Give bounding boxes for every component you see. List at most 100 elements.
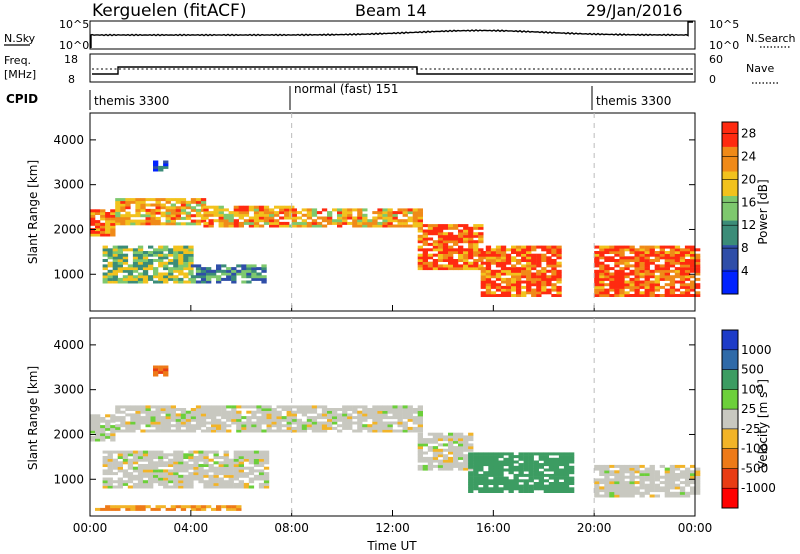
data-cell	[142, 466, 149, 470]
data-cell	[102, 469, 108, 473]
data-cell	[609, 464, 615, 468]
data-cell	[243, 211, 250, 215]
data-cell	[437, 459, 444, 463]
data-cell	[173, 256, 179, 260]
data-cell	[654, 486, 660, 490]
data-cell	[458, 438, 464, 442]
data-cell	[609, 486, 615, 490]
data-cell	[142, 256, 149, 260]
data-cell	[609, 478, 615, 482]
data-cell	[263, 485, 270, 489]
data-cell	[412, 408, 418, 411]
data-cell	[301, 421, 308, 425]
data-cell	[480, 294, 486, 297]
data-cell	[569, 465, 575, 469]
data-cell	[508, 465, 514, 469]
data-cell	[609, 280, 615, 284]
data-cell	[629, 285, 635, 289]
data-cell	[695, 291, 701, 295]
data-cell	[382, 410, 388, 414]
data-cell	[468, 482, 474, 485]
data-cell	[248, 480, 255, 484]
data-cell	[132, 469, 139, 473]
data-cell	[541, 275, 547, 279]
data-cell	[90, 435, 96, 439]
data-cell	[634, 486, 640, 490]
data-cell	[402, 221, 408, 225]
data-cell	[695, 467, 701, 471]
data-cell	[684, 245, 691, 249]
data-cell	[480, 251, 486, 254]
data-cell	[644, 245, 650, 249]
data-cell	[117, 461, 123, 465]
data-cell	[153, 160, 159, 164]
data-cell	[145, 424, 151, 428]
data-cell	[516, 251, 522, 254]
data-cell	[478, 468, 484, 472]
data-cell	[301, 213, 307, 217]
data-cell	[160, 408, 166, 411]
data-cell	[241, 280, 247, 284]
data-cell	[238, 450, 244, 454]
data-cell	[569, 490, 575, 493]
data-cell	[407, 416, 413, 420]
data-cell	[183, 251, 189, 254]
data-cell	[107, 450, 113, 454]
data-cell	[120, 219, 126, 223]
data-cell	[198, 472, 204, 476]
data-cell	[468, 484, 474, 488]
data-cell	[604, 259, 610, 262]
data-cell	[163, 272, 169, 276]
data-cell	[200, 416, 207, 420]
data-cell	[453, 462, 459, 466]
data-cell	[382, 211, 388, 215]
data-cell	[669, 259, 676, 262]
data-cell	[659, 256, 665, 260]
data-cell	[684, 267, 691, 271]
data-cell	[206, 277, 212, 281]
data-cell	[536, 285, 542, 289]
data-cell	[551, 288, 557, 292]
data-cell	[142, 472, 149, 476]
data-cell	[137, 466, 144, 470]
data-cell	[102, 267, 108, 271]
data-cell	[347, 216, 353, 220]
data-cell	[478, 457, 484, 461]
data-cell	[599, 267, 605, 271]
data-cell	[163, 477, 169, 481]
data-cell	[163, 160, 169, 164]
data-cell	[679, 264, 686, 268]
data-cell	[397, 405, 403, 409]
data-cell	[226, 405, 232, 409]
data-cell	[619, 475, 625, 479]
data-cell	[246, 416, 252, 420]
data-cell	[473, 261, 479, 265]
data-cell	[130, 408, 136, 411]
data-cell	[190, 505, 197, 509]
data-cell	[155, 208, 161, 212]
data-cell	[193, 461, 199, 465]
data-cell	[337, 416, 343, 420]
data-cell	[407, 208, 413, 212]
data-cell	[321, 429, 328, 433]
data-cell	[163, 368, 169, 372]
data-cell	[321, 424, 328, 428]
data-cell	[614, 264, 620, 268]
data-cell	[221, 277, 227, 281]
data-cell	[493, 487, 499, 491]
data-cell	[546, 280, 552, 284]
data-cell	[223, 482, 229, 486]
data-cell	[132, 482, 139, 486]
data-cell	[173, 474, 179, 478]
data-cell	[173, 277, 179, 281]
data-cell	[473, 457, 479, 461]
data-cell	[669, 464, 676, 468]
data-cell	[321, 408, 328, 411]
data-cell	[347, 211, 353, 215]
data-cell	[629, 475, 635, 479]
data-cell	[495, 245, 502, 249]
data-cell	[448, 237, 454, 241]
data-cell	[251, 267, 257, 271]
data-cell	[516, 245, 522, 249]
